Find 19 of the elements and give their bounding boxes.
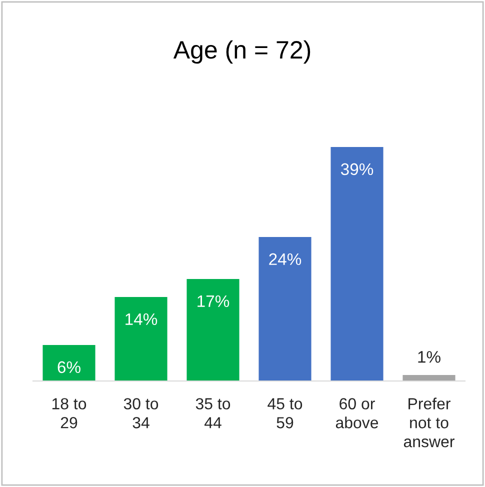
- bar: [42, 345, 96, 381]
- bar: [330, 147, 384, 381]
- chart-title: Age (n = 72): [173, 40, 310, 64]
- x-tick-label: 45 to 59: [268, 398, 302, 428]
- x-tick-label: 35 to 44: [196, 398, 230, 428]
- x-tick-label: 60 or above: [336, 398, 378, 428]
- data-label: 6%: [58, 361, 80, 374]
- x-tick-label: 30 to 34: [124, 398, 158, 428]
- data-label: 39%: [340, 163, 374, 176]
- x-tick-label: Prefer not to answer: [404, 398, 454, 448]
- bar: [114, 297, 168, 381]
- data-label: 14%: [126, 313, 158, 326]
- data-label: 17%: [198, 295, 230, 308]
- data-label: 24%: [269, 253, 302, 266]
- x-tick-label: 18 to 29: [52, 398, 86, 428]
- bar: [258, 237, 312, 381]
- data-label: 1%: [418, 351, 440, 363]
- bar: [402, 375, 456, 381]
- bar: [186, 279, 240, 381]
